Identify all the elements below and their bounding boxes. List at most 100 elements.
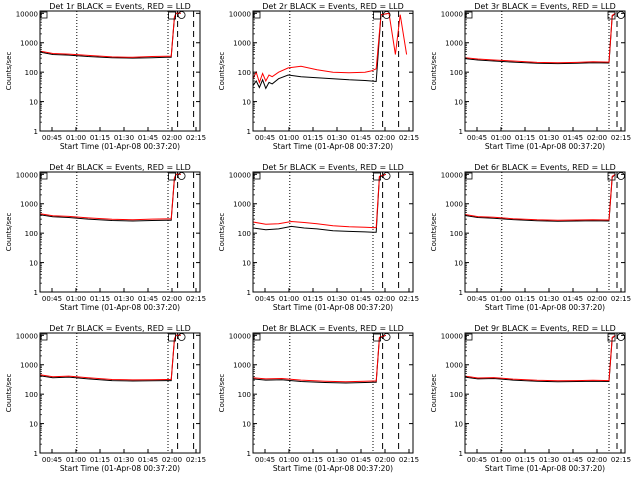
events-series-line: [40, 334, 181, 382]
y-axis-label: Counts/sec: [5, 52, 13, 91]
marker-circle-icon: [177, 172, 186, 180]
detector-panel-5: Det 5r BLACK = Events, RED = LLD 1 10 100 10…: [218, 163, 419, 312]
y-tick-label: 1000: [445, 362, 463, 370]
marker-box-icon: [607, 172, 616, 181]
y-tick-label: 10: [454, 260, 463, 268]
x-tick-label: 01:00: [66, 456, 86, 464]
x-tick-label: 00:45: [42, 295, 62, 303]
lld-series-line: [40, 12, 181, 58]
y-tick-label: 10: [242, 421, 251, 429]
x-tick-label: 00:45: [467, 295, 487, 303]
plot-frame: [39, 10, 201, 132]
x-tick-label: 02:00: [375, 134, 395, 142]
detector-panel-4: Det 4r BLACK = Events, RED = LLD 1 10 100 10…: [5, 163, 206, 312]
x-tick-label: 01:15: [515, 134, 535, 142]
marker-circle-icon: [382, 333, 391, 341]
plot-frame: [464, 10, 626, 132]
x-axis-label: Start Time (01-Apr-08 00:37:20): [485, 142, 605, 151]
x-tick-label: 01:15: [303, 456, 323, 464]
y-tick-label: 1: [247, 450, 251, 458]
x-tick-label: 02:15: [186, 134, 206, 142]
x-tick-label: 01:00: [279, 456, 299, 464]
y-axis-label: Counts/sec: [218, 374, 226, 413]
x-tick-label: 01:30: [327, 134, 347, 142]
x-tick-label: 01:45: [351, 456, 371, 464]
x-tick-label: 02:00: [162, 456, 182, 464]
events-series-line: [253, 173, 387, 233]
x-tick-label: 02:15: [611, 295, 631, 303]
x-tick-label: 02:00: [162, 134, 182, 142]
x-tick-label: 01:00: [66, 134, 86, 142]
x-tick-label: 02:15: [611, 134, 631, 142]
plot-frame: [464, 171, 626, 293]
y-tick-label: 10000: [229, 10, 251, 18]
x-axis-label: Start Time (01-Apr-08 00:37:20): [273, 303, 393, 312]
x-tick-label: 01:45: [351, 134, 371, 142]
marker-box-icon: [607, 11, 616, 20]
x-tick-label: 01:00: [491, 134, 511, 142]
marker-circle-icon: [617, 333, 625, 341]
x-tick-label: 01:15: [515, 295, 535, 303]
y-tick-label: 100: [450, 69, 463, 77]
x-tick-label: 01:30: [114, 134, 134, 142]
x-tick-label: 00:45: [255, 295, 275, 303]
y-tick-label: 100: [238, 69, 251, 77]
x-tick-label: 01:30: [114, 295, 134, 303]
lld-series-line: [40, 334, 181, 381]
x-tick-label: 02:15: [186, 295, 206, 303]
y-tick-label: 10000: [16, 10, 38, 18]
x-tick-label: 00:45: [255, 456, 275, 464]
y-tick-label: 1: [459, 289, 463, 297]
marker-box-icon: [607, 333, 616, 342]
events-series-line: [465, 334, 616, 383]
y-tick-label: 1: [247, 289, 251, 297]
x-tick-label: 01:15: [303, 295, 323, 303]
marker-box-icon: [168, 11, 177, 20]
y-tick-label: 10000: [441, 10, 463, 18]
x-tick-label: 01:45: [563, 295, 583, 303]
x-tick-label: 01:00: [279, 295, 299, 303]
x-tick-label: 02:15: [399, 456, 419, 464]
y-tick-label: 100: [238, 230, 251, 238]
plot-frame: [39, 171, 201, 293]
x-tick-label: 01:15: [90, 295, 110, 303]
events-series-line: [40, 12, 181, 59]
y-tick-label: 1000: [233, 362, 251, 370]
events-series-line: [465, 173, 616, 222]
x-tick-label: 01:30: [539, 456, 559, 464]
y-tick-label: 1000: [20, 201, 38, 209]
x-tick-label: 01:15: [303, 134, 323, 142]
marker-circle-icon: [177, 11, 186, 19]
plot-frame: [39, 332, 201, 454]
detector-panel-8: Det 8r BLACK = Events, RED = LLD 1 10 100 10…: [218, 324, 419, 473]
plot-frame: [464, 332, 626, 454]
y-tick-label: 10000: [229, 332, 251, 340]
y-tick-label: 10: [29, 421, 38, 429]
panel-title: Det 5r BLACK = Events, RED = LLD: [262, 163, 404, 172]
marker-box-icon: [168, 333, 177, 342]
plot-frame: [252, 332, 414, 454]
x-tick-label: 01:00: [279, 134, 299, 142]
detector-panel-9: Det 9r BLACK = Events, RED = LLD 1 10 100 10…: [430, 324, 631, 473]
x-axis-label: Start Time (01-Apr-08 00:37:20): [485, 464, 605, 473]
plot-frame: [252, 171, 414, 293]
panel-title: Det 1r BLACK = Events, RED = LLD: [49, 2, 191, 11]
y-tick-label: 100: [450, 391, 463, 399]
panel-title: Det 7r BLACK = Events, RED = LLD: [49, 324, 191, 333]
x-axis-label: Start Time (01-Apr-08 00:37:20): [60, 303, 180, 312]
events-series-line: [465, 12, 616, 65]
marker-box-icon: [168, 172, 177, 181]
y-tick-label: 100: [25, 69, 38, 77]
detector-panel-3: Det 3r BLACK = Events, RED = LLD 1 10 100 10…: [430, 2, 631, 151]
x-tick-label: 00:45: [42, 456, 62, 464]
y-tick-label: 10000: [441, 332, 463, 340]
y-axis-label: Counts/sec: [430, 52, 438, 91]
detector-panel-1: Det 1r BLACK = Events, RED = LLD 1 10 100 10…: [5, 2, 206, 151]
y-tick-label: 1000: [233, 40, 251, 48]
panel-title: Det 9r BLACK = Events, RED = LLD: [474, 324, 616, 333]
x-tick-label: 02:00: [587, 295, 607, 303]
lld-series-line: [253, 334, 386, 383]
y-axis-label: Counts/sec: [430, 374, 438, 413]
